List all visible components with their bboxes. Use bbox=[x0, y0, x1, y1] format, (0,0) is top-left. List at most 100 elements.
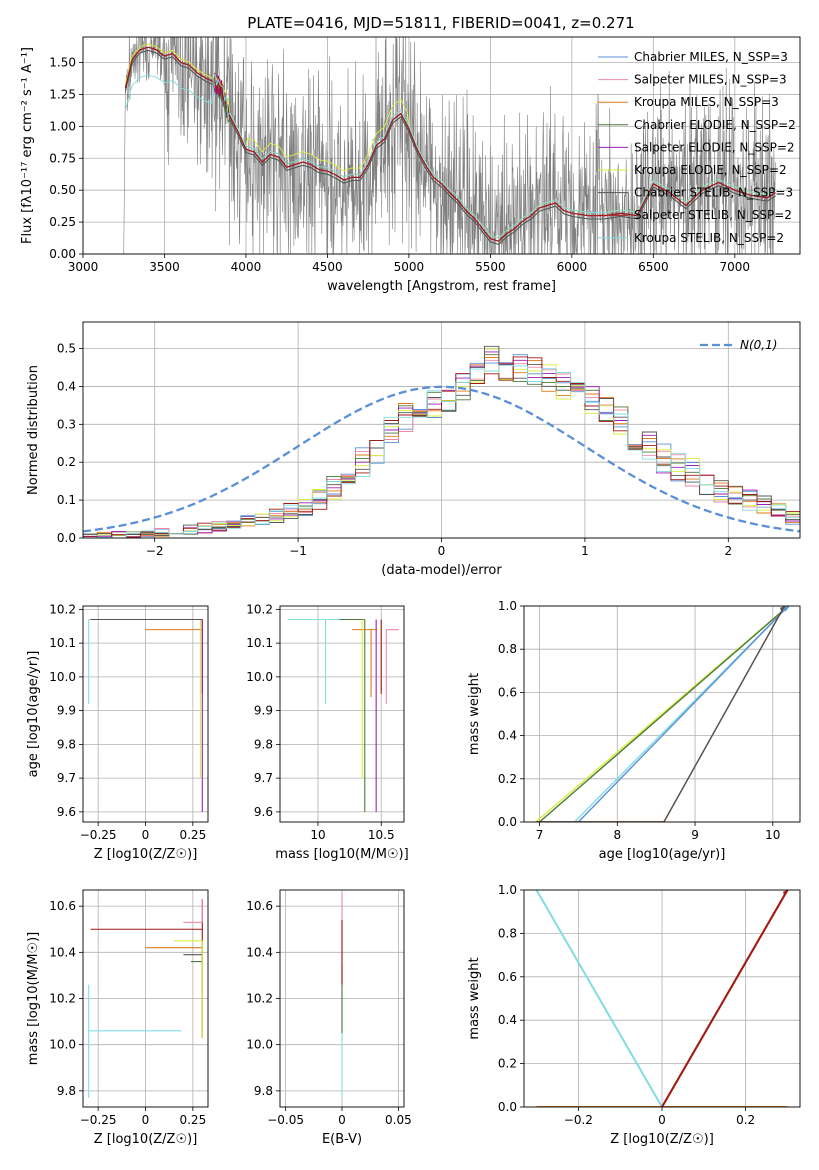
x-tick-label: 10.5 bbox=[368, 828, 395, 842]
cumulative-line bbox=[577, 606, 789, 822]
y-tick-label: 0.6 bbox=[498, 970, 517, 984]
y-tick-label: 10.2 bbox=[246, 602, 273, 616]
y-tick-label: 9.8 bbox=[57, 737, 76, 751]
axes-frame bbox=[279, 605, 405, 823]
x-tick-label: 3500 bbox=[149, 260, 180, 274]
legend-label: Salpeter STELIB, N_SSP=2 bbox=[634, 208, 792, 222]
plot-area bbox=[83, 345, 800, 538]
legend-label: Kroupa MILES, N_SSP=3 bbox=[634, 95, 779, 109]
x-tick-label: 4500 bbox=[312, 260, 343, 274]
histogram-salpeter-stelib bbox=[83, 356, 800, 538]
y-tick-label: 10.2 bbox=[49, 602, 76, 616]
x-tick-label: 0.25 bbox=[179, 1113, 206, 1127]
cumulative-line bbox=[535, 606, 786, 822]
y-tick-label: 9.6 bbox=[57, 805, 76, 819]
panel-residuals: −2 −1 0 1 2 0.0 0.1 0.2 0.3 0.4 0.5 (data-model)/er… bbox=[26, 321, 801, 578]
y-tick-label: 1.0 bbox=[498, 883, 517, 897]
x-axis-label: (data-model)/error bbox=[381, 563, 502, 578]
x-tick-label: 3000 bbox=[68, 260, 99, 274]
x-tick-label: 6000 bbox=[557, 260, 588, 274]
y-tick-label: 10.2 bbox=[49, 992, 76, 1006]
y-tick-label: 10.2 bbox=[246, 992, 273, 1006]
x-tick-label: −0.25 bbox=[80, 1113, 117, 1127]
x-tick-label: −0.25 bbox=[80, 828, 117, 842]
x-tick-label: −0.2 bbox=[564, 1113, 593, 1127]
legend-label: Kroupa ELODIE, N_SSP=2 bbox=[634, 163, 787, 177]
x-tick-label: 5500 bbox=[475, 260, 506, 274]
y-tick-label: 9.9 bbox=[57, 704, 76, 718]
panel-mass_vs_Z: −0.25 0 0.25 9.8 10.0 10.2 10.4 10.6 Z [log10(Z/… bbox=[26, 889, 209, 1147]
legend-label: Chabrier STELIB, N_SSP=3 bbox=[634, 186, 793, 200]
y-tick-label: 0.2 bbox=[57, 455, 76, 469]
y-tick-label: 0.4 bbox=[498, 1013, 517, 1027]
cumulative-line bbox=[535, 890, 663, 1107]
y-tick-label: 10.1 bbox=[49, 636, 76, 650]
y-tick-label: 0.2 bbox=[498, 772, 517, 786]
y-tick-label: 0.8 bbox=[498, 926, 517, 940]
y-tick-label: 0.4 bbox=[498, 729, 517, 743]
figure-title: PLATE=0416, MJD=51811, FIBERID=0041, z=0… bbox=[247, 14, 634, 32]
axes-frame bbox=[82, 605, 209, 823]
y-tick-label: 0.4 bbox=[57, 379, 76, 393]
gridlines bbox=[83, 890, 208, 1107]
y-axis-label: mass [log10(M/M☉)] bbox=[26, 932, 41, 1065]
arrow-head bbox=[783, 606, 790, 612]
y-tick-label: 9.9 bbox=[254, 704, 273, 718]
x-tick-label: 9 bbox=[691, 828, 699, 842]
y-tick-label: 1.0 bbox=[498, 599, 517, 613]
legend: Chabrier MILES, N_SSP=3 Salpeter MILES, N… bbox=[598, 50, 796, 245]
y-tick-label: 0.0 bbox=[498, 815, 517, 829]
y-tick-label: 1.25 bbox=[49, 87, 76, 101]
plot-area bbox=[535, 890, 790, 1107]
x-tick-label: 7000 bbox=[720, 260, 751, 274]
y-tick-label: 9.7 bbox=[57, 771, 76, 785]
panel-age_vs_Z: −0.25 0 0.25 9.6 9.7 9.8 9.9 10.0 10.1 10.2 Z [log… bbox=[26, 602, 209, 862]
legend-label: Chabrier MILES, N_SSP=3 bbox=[634, 50, 788, 64]
x-tick-label: 6500 bbox=[638, 260, 669, 274]
histogram-kroupa-stelib bbox=[83, 364, 800, 538]
x-axis-label: mass [log10(M/M☉)] bbox=[275, 847, 408, 862]
y-tick-label: 0.8 bbox=[498, 642, 517, 656]
y-tick-label: 0.2 bbox=[498, 1057, 517, 1071]
y-tick-label: 0.0 bbox=[57, 531, 76, 545]
x-axis-label: Z [log10(Z/Z☉)] bbox=[94, 847, 198, 862]
y-tick-label: 1.50 bbox=[49, 56, 76, 70]
axes-frame bbox=[82, 321, 801, 539]
x-tick-label: 5000 bbox=[394, 260, 425, 274]
x-tick-label: 7 bbox=[536, 828, 544, 842]
arrow-head bbox=[780, 606, 786, 612]
x-tick-label: 0 bbox=[142, 1113, 150, 1127]
plot-area bbox=[535, 606, 790, 822]
legend-label: Chabrier ELODIE, N_SSP=2 bbox=[634, 118, 796, 132]
y-tick-label: 10.4 bbox=[246, 945, 273, 959]
y-tick-label: 0.75 bbox=[49, 151, 76, 165]
y-tick-label: 9.8 bbox=[254, 737, 273, 751]
cumulative-line bbox=[539, 606, 789, 822]
y-tick-label: 9.8 bbox=[254, 1084, 273, 1098]
y-axis-label: Flux [fλ10⁻¹⁷ erg cm⁻² s⁻¹ A⁻¹] bbox=[20, 47, 35, 244]
x-tick-label: 0 bbox=[338, 1113, 346, 1127]
x-tick-label: 0.25 bbox=[179, 828, 206, 842]
y-axis-label: age [log10(age/yr)] bbox=[26, 651, 41, 778]
y-tick-label: 0.6 bbox=[498, 685, 517, 699]
plot-area bbox=[287, 618, 399, 812]
y-tick-label: 10.6 bbox=[246, 899, 273, 913]
y-tick-label: 10.0 bbox=[49, 1038, 76, 1052]
y-tick-label: 10.1 bbox=[246, 636, 273, 650]
model-line-kroupa-stelib bbox=[124, 73, 776, 239]
x-axis-label: Z [log10(Z/Z☉)] bbox=[94, 1132, 198, 1147]
x-tick-label: 1 bbox=[581, 544, 589, 558]
normal-curve bbox=[83, 385, 800, 533]
panel-cum_age: 7 8 9 10 0.0 0.2 0.4 0.6 0.8 1.0 age [log10(age/yr… bbox=[467, 599, 801, 862]
axes-frame bbox=[82, 36, 801, 255]
y-tick-label: 10.0 bbox=[49, 670, 76, 684]
y-tick-label: 0.00 bbox=[49, 247, 76, 261]
x-tick-label: 0 bbox=[438, 544, 446, 558]
x-tick-label: 0.05 bbox=[385, 1113, 412, 1127]
plot-area bbox=[88, 899, 203, 1098]
y-tick-label: 0.50 bbox=[49, 183, 76, 197]
x-tick-label: 2 bbox=[724, 544, 732, 558]
arrow-head bbox=[787, 1106, 790, 1107]
legend-label: N(0,1) bbox=[740, 338, 777, 352]
